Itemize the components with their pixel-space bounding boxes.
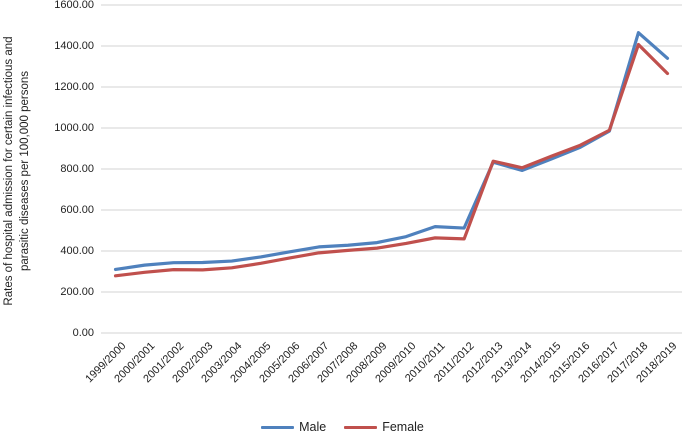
y-tick-label: 800.00 bbox=[60, 163, 94, 175]
female-line-swatch bbox=[344, 425, 378, 429]
y-tick-label: 1200.00 bbox=[54, 81, 94, 93]
series-line-male bbox=[113, 31, 670, 272]
series-line-female bbox=[113, 42, 670, 278]
y-tick-label: 200.00 bbox=[60, 286, 94, 298]
y-axis-title-line1: Rates of hospital admission for certain … bbox=[3, 36, 15, 306]
y-tick-label: 1000.00 bbox=[54, 122, 94, 134]
legend-item-male: Male bbox=[261, 420, 326, 434]
y-axis-title: Rates of hospital admission for certain … bbox=[1, 0, 35, 342]
male-line-swatch bbox=[261, 425, 295, 429]
y-tick-label: 0.00 bbox=[72, 327, 94, 339]
y-axis-title-line2: parasitic diseases per 100,000 persons bbox=[19, 70, 31, 272]
legend-item-female: Female bbox=[344, 420, 424, 434]
y-tick-label: 400.00 bbox=[60, 245, 94, 257]
legend-label-male: Male bbox=[299, 420, 327, 434]
y-tick-label: 600.00 bbox=[60, 204, 94, 216]
legend: Male Female bbox=[0, 420, 685, 434]
y-tick-label: 1600.00 bbox=[54, 0, 94, 11]
y-tick-label: 1400.00 bbox=[54, 40, 94, 52]
legend-label-female: Female bbox=[382, 420, 424, 434]
